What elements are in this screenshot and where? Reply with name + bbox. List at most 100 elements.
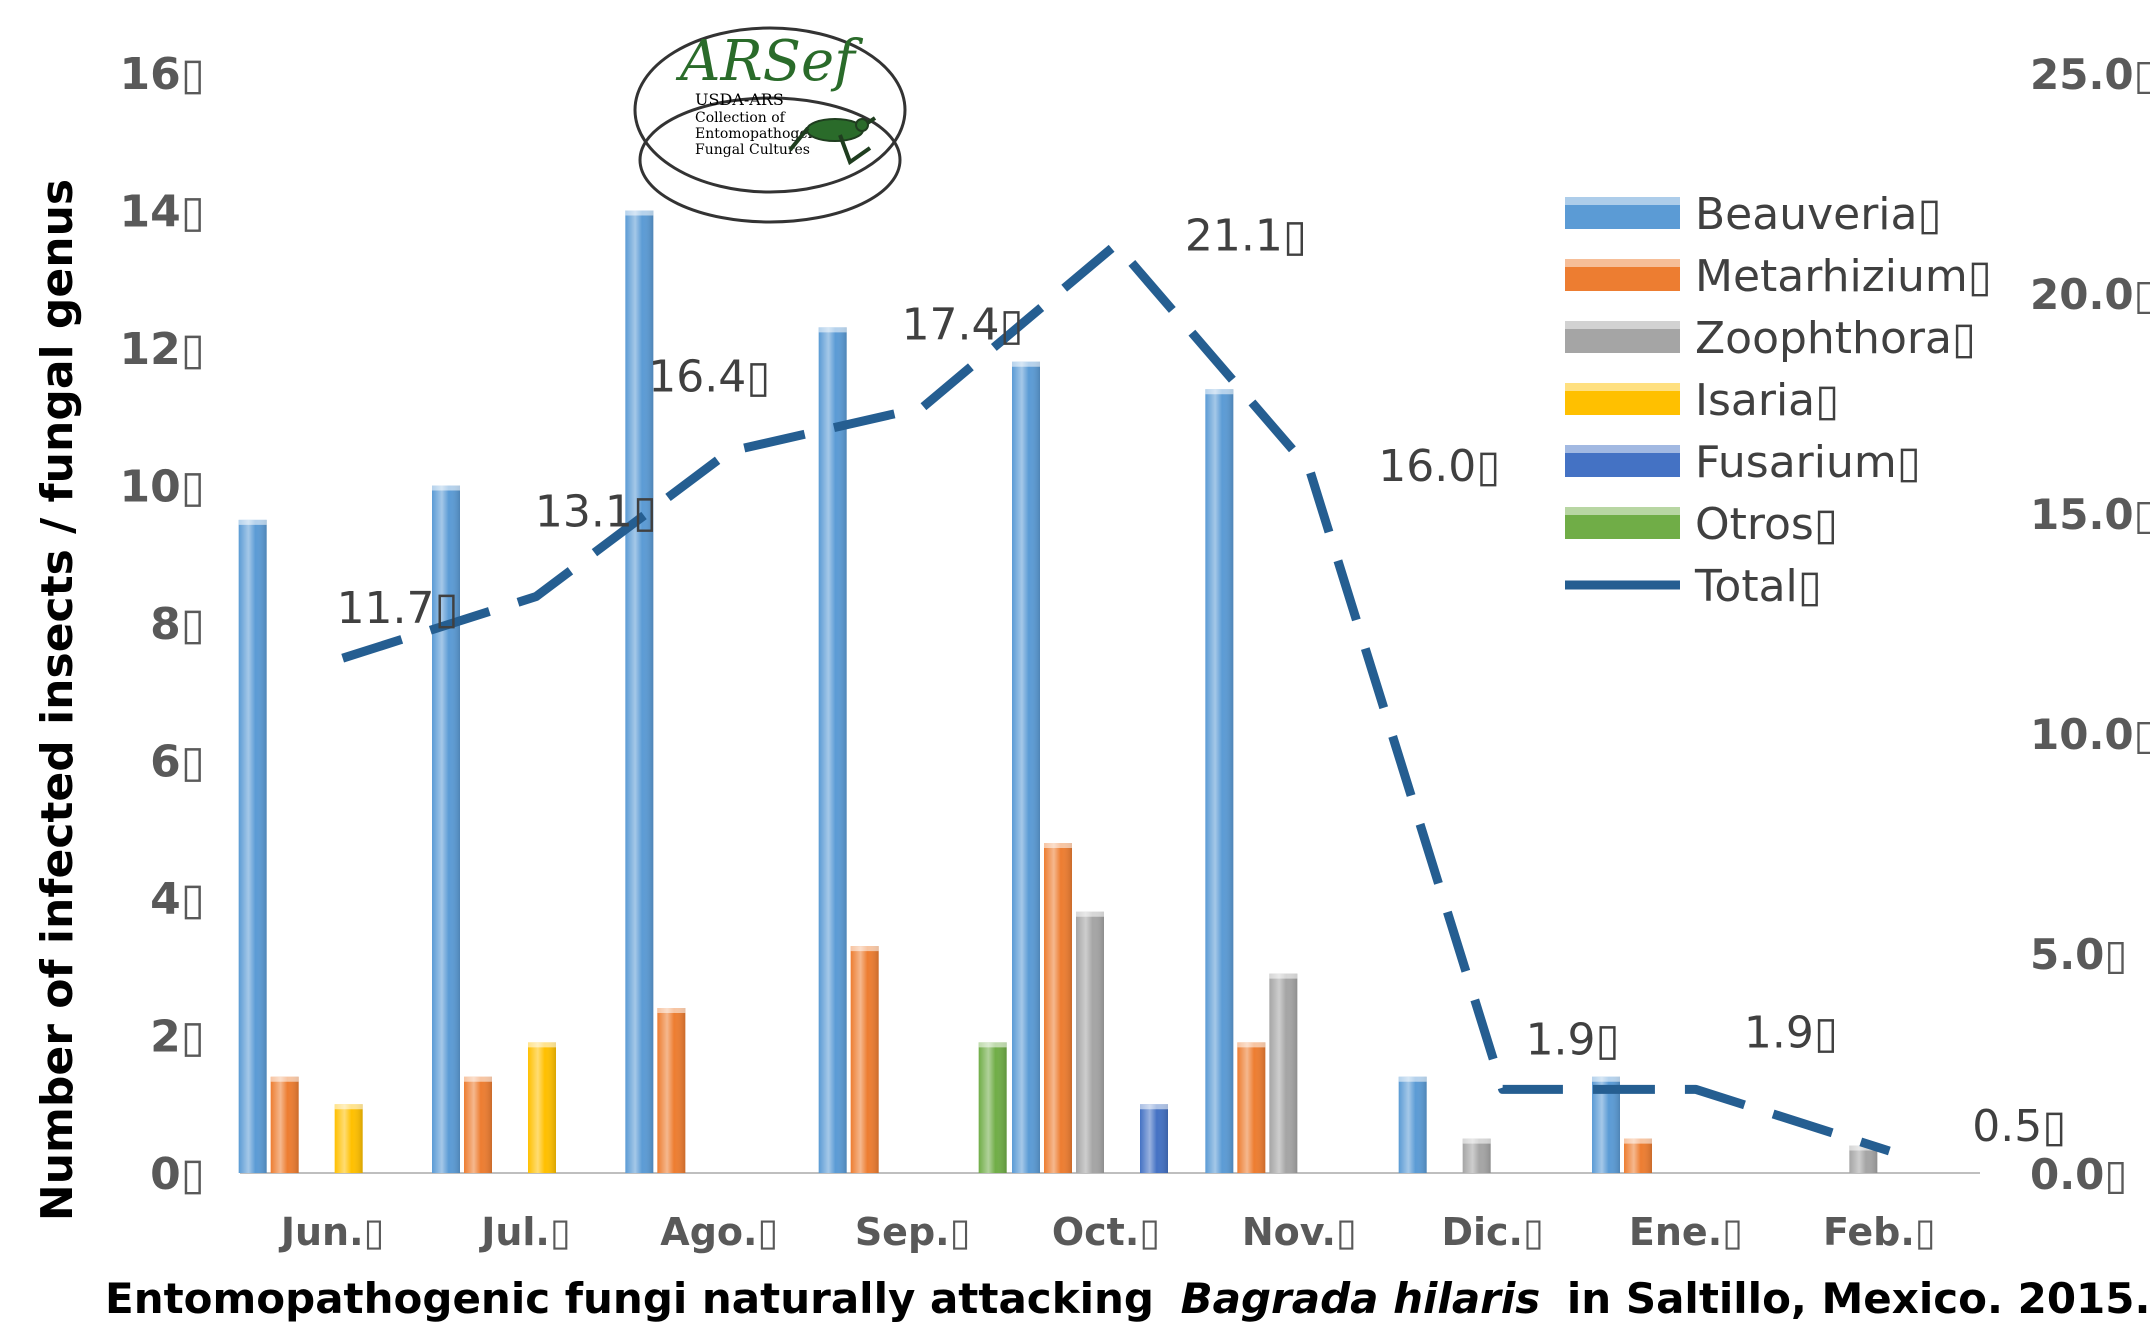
bar-shine <box>464 1076 492 1173</box>
legend-swatch-shine <box>1565 383 1680 391</box>
bar-shine <box>1398 1076 1427 1173</box>
y2-tick-label: 25.0▯ <box>2030 50 2150 99</box>
bar-top <box>1624 1138 1652 1144</box>
total-data-label: 1.9▯ <box>1526 1014 1620 1065</box>
bar-shine <box>334 1104 363 1173</box>
bar-shine <box>657 1008 686 1173</box>
bar-top <box>978 1042 1007 1048</box>
bar <box>1076 911 1104 1173</box>
bar <box>1849 1145 1878 1173</box>
bar <box>432 485 460 1173</box>
bar-shine <box>625 210 654 1173</box>
bar-shine <box>270 1076 299 1173</box>
bar-shine <box>1044 843 1072 1173</box>
bar <box>1140 1104 1168 1173</box>
logo-lines: USDA-ARS Collection of Entomopathogenic … <box>695 90 829 158</box>
bar <box>625 210 654 1173</box>
bar <box>1205 389 1234 1173</box>
y-tick-label: 2▯ <box>150 1012 205 1063</box>
bar-top <box>1044 843 1072 848</box>
bar-shine <box>1076 911 1104 1173</box>
bar-shine <box>1624 1138 1652 1173</box>
bar <box>978 1042 1007 1173</box>
bar <box>464 1076 492 1173</box>
total-data-label: 16.0▯ <box>1378 441 1500 492</box>
total-line <box>341 240 1891 1156</box>
title-species: Bagrada hilaris <box>1181 1274 1541 1323</box>
x-tick-label: Jul.▯ <box>478 1210 571 1254</box>
bar-top <box>464 1076 492 1082</box>
x-tick-label: Ene.▯ <box>1629 1210 1743 1254</box>
total-data-label: 0.5▯ <box>1972 1101 2066 1152</box>
bar-shine <box>818 327 847 1173</box>
legend-swatch-shine <box>1565 197 1680 205</box>
bar-shine <box>1269 973 1298 1173</box>
bar <box>334 1104 363 1173</box>
y2-tick-label: 0.0▯ <box>2030 1150 2128 1199</box>
bar-shine <box>432 485 460 1173</box>
bar-top <box>1849 1145 1878 1151</box>
bar <box>1237 1042 1266 1173</box>
bar <box>1624 1138 1652 1173</box>
bar-top <box>1237 1042 1266 1048</box>
bar <box>1012 361 1040 1173</box>
logo-line-0: USDA-ARS <box>695 90 784 109</box>
y-tick-label: 16▯ <box>120 49 205 100</box>
bar-top <box>1012 361 1040 367</box>
legend-swatch-shine <box>1565 259 1680 267</box>
bar-top <box>1140 1104 1168 1110</box>
total-data-label: 17.4▯ <box>902 299 1024 350</box>
logo-line-3: Fungal Cultures <box>695 142 810 158</box>
chart-title: Entomopathogenic fungi naturally attacki… <box>105 1274 2150 1323</box>
x-tick-label: Ago.▯ <box>660 1210 778 1254</box>
legend-label: Zoophthora▯ <box>1695 313 1976 364</box>
y2-tick-label: 5.0▯ <box>2030 930 2128 979</box>
bar-shine <box>1237 1042 1266 1173</box>
title-suffix: in Saltillo, Mexico. 2015. <box>1567 1274 2150 1323</box>
bar <box>1462 1138 1491 1173</box>
bar-top <box>818 327 847 333</box>
logo-line-1: Collection of <box>695 110 787 126</box>
bar-top <box>1205 389 1234 395</box>
legend-item: Metarhizium▯ <box>1565 251 1992 302</box>
bar <box>1044 843 1072 1173</box>
bar <box>1269 973 1298 1173</box>
y-tick-label: 12▯ <box>120 324 205 375</box>
bar-shine <box>238 519 267 1173</box>
legend-item: Beauveria▯ <box>1565 189 1942 240</box>
legend-item: Zoophthora▯ <box>1565 313 1976 364</box>
y-tick-label: 6▯ <box>150 737 205 788</box>
y2-tick-label: 10.0▯ <box>2030 710 2150 759</box>
bar <box>238 519 267 1173</box>
x-tick-label: Jun.▯ <box>278 1210 385 1254</box>
legend-item: Fusarium▯ <box>1565 437 1921 488</box>
legend-item: Isaria▯ <box>1565 375 1839 426</box>
legend-swatch-shine <box>1565 321 1680 329</box>
bar <box>1398 1076 1427 1173</box>
legend-swatch-shine <box>1565 507 1680 515</box>
total-data-label: 16.4▯ <box>648 351 770 402</box>
bar-top <box>334 1104 363 1110</box>
y-axis-label: Number of infected insects / fungal genu… <box>32 179 83 1221</box>
x-tick-label: Feb.▯ <box>1823 1210 1936 1254</box>
bar-top <box>432 485 460 491</box>
total-data-label: 21.1▯ <box>1185 211 1307 262</box>
bar-top <box>238 519 267 525</box>
grasshopper-icon <box>788 116 877 166</box>
legend-swatch-shine <box>1565 445 1680 453</box>
legend: Beauveria▯ Metarhizium▯ Zoophthora▯ Isaria▯… <box>1565 189 1992 612</box>
logo-line-2: Entomopathogenic <box>695 126 829 142</box>
logo-title: ARSef <box>675 29 864 94</box>
bar-shine <box>1205 389 1234 1173</box>
bar-top <box>657 1008 686 1013</box>
bar-top <box>270 1076 299 1082</box>
y2-tick-label: 20.0▯ <box>2030 270 2150 319</box>
bar <box>528 1042 556 1173</box>
y-tick-label: 10▯ <box>120 462 205 513</box>
bar-shine <box>528 1042 556 1173</box>
bar-top <box>625 210 654 216</box>
y-tick-label: 0▯ <box>150 1149 205 1200</box>
x-tick-label: Dic.▯ <box>1441 1210 1543 1254</box>
bar-shine <box>1140 1104 1168 1173</box>
